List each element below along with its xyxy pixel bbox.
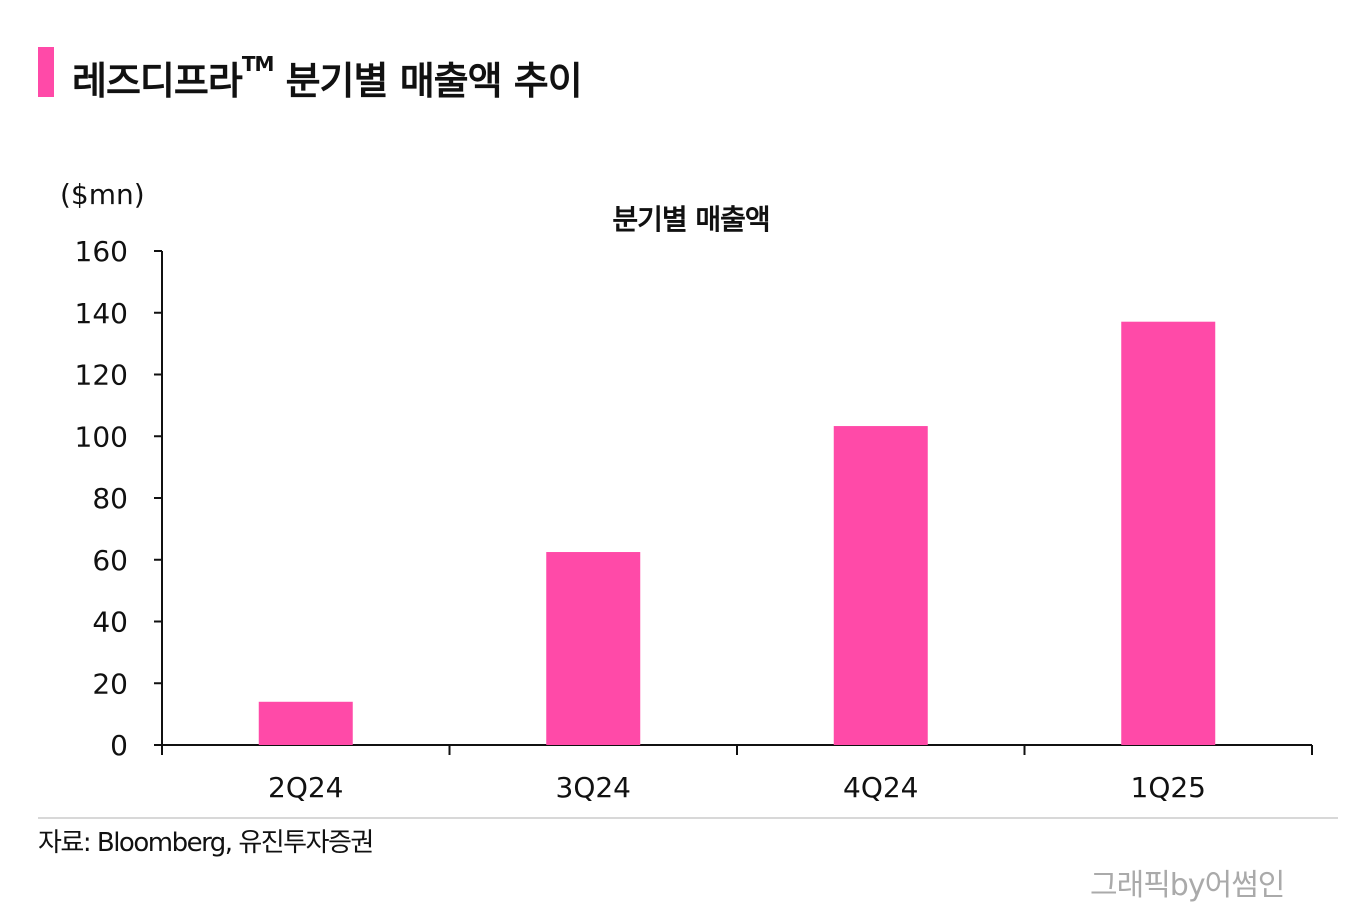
y-tick-label: 140 (75, 297, 128, 330)
y-tick-label: 120 (75, 359, 128, 392)
graphic-credit: 그래픽by어썸인 (1090, 868, 1285, 903)
bar-2q24 (258, 701, 353, 745)
y-tick-label: 160 (75, 235, 128, 268)
bar-3q24 (546, 552, 641, 745)
y-tick-label: 40 (92, 606, 128, 639)
footer-divider (38, 817, 1338, 819)
y-axis-unit-label: ($mn) (60, 178, 145, 211)
x-tick-label: 3Q24 (556, 771, 631, 804)
bar-4q24 (833, 426, 928, 745)
title-accent-bar (38, 47, 54, 97)
y-tick-label: 80 (92, 482, 128, 515)
chart-title: 분기별 매출액 (612, 203, 770, 236)
y-tick-label: 60 (92, 544, 128, 577)
bar-1q25 (1121, 321, 1216, 745)
trademark-mark: TM (241, 52, 275, 76)
x-tick-label: 4Q24 (843, 771, 918, 804)
x-tick-label: 1Q25 (1131, 771, 1206, 804)
y-tick-label: 20 (92, 667, 128, 700)
page-title: 레즈디프라TM 분기별 매출액 추이 (72, 52, 583, 103)
source-note: 자료: Bloomberg, 유진투자증권 (38, 828, 374, 858)
y-tick-label: 0 (110, 729, 128, 762)
x-tick-label: 2Q24 (268, 771, 343, 804)
y-tick-label: 100 (75, 420, 128, 453)
